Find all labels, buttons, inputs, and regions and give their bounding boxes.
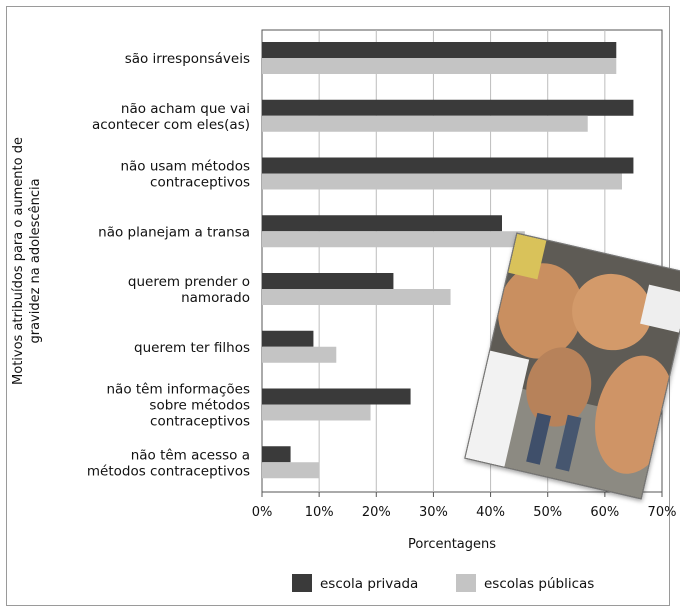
legend-swatch bbox=[292, 574, 312, 592]
category-label: namorado bbox=[181, 290, 250, 306]
category-label: contraceptivos bbox=[150, 175, 250, 191]
bar-escolas-publicas bbox=[262, 115, 588, 132]
x-tick-label: 10% bbox=[305, 505, 334, 520]
bar-escolas-publicas bbox=[262, 58, 617, 74]
x-tick-label: 30% bbox=[419, 505, 448, 520]
bar-escola-privada bbox=[262, 42, 617, 58]
category-label: métodos contraceptivos bbox=[87, 463, 250, 479]
y-axis-title: gravidez na adolescência bbox=[28, 178, 43, 343]
category-label: sobre métodos bbox=[149, 398, 250, 414]
bar-escola-privada bbox=[262, 215, 502, 232]
bar-escola-privada bbox=[262, 273, 394, 289]
bar-escola-privada bbox=[262, 99, 634, 116]
category-label: não têm acesso a bbox=[131, 447, 250, 463]
y-axis-title: Motivos atribuídos para o aumento de bbox=[11, 137, 26, 385]
x-axis-title: Porcentagens bbox=[408, 537, 496, 552]
bar-escola-privada bbox=[262, 446, 291, 463]
category-label: contraceptivos bbox=[150, 414, 250, 430]
bar-escolas-publicas bbox=[262, 289, 451, 305]
bar-escolas-publicas bbox=[262, 462, 320, 479]
x-tick-label: 50% bbox=[533, 505, 562, 520]
x-tick-label: 60% bbox=[590, 505, 619, 520]
x-tick-label: 70% bbox=[648, 505, 677, 520]
pregnant-bellies-photo bbox=[464, 232, 680, 500]
bar-escolas-publicas bbox=[262, 231, 525, 248]
bar-escolas-publicas bbox=[262, 346, 337, 363]
category-label: querem ter filhos bbox=[134, 340, 250, 356]
bar-escolas-publicas bbox=[262, 404, 371, 421]
legend-label: escola privada bbox=[320, 576, 418, 592]
bar-escolas-publicas bbox=[262, 173, 622, 190]
x-tick-label: 20% bbox=[362, 505, 391, 520]
bar-escola-privada bbox=[262, 330, 314, 347]
category-label: não usam métodos bbox=[120, 159, 250, 175]
category-label: querem prender o bbox=[128, 274, 250, 290]
legend-label: escolas públicas bbox=[484, 576, 594, 592]
category-label: são irresponsáveis bbox=[125, 51, 250, 67]
category-label: acontecer com eles(as) bbox=[92, 117, 250, 133]
legend-swatch bbox=[456, 574, 476, 592]
category-label: não têm informações bbox=[107, 382, 251, 398]
bar-escola-privada bbox=[262, 157, 634, 174]
category-label: não planejam a transa bbox=[98, 224, 250, 240]
x-tick-label: 40% bbox=[476, 505, 505, 520]
category-label: não acham que vai bbox=[121, 101, 250, 117]
bar-escola-privada bbox=[262, 388, 411, 405]
x-tick-label: 0% bbox=[252, 505, 273, 520]
